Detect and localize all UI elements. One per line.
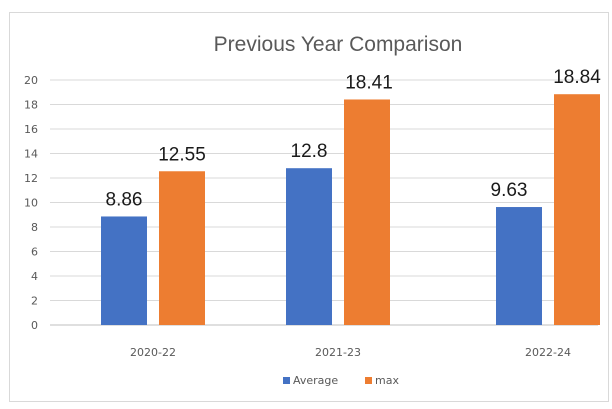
y-tick-label: 8 [31, 221, 38, 234]
legend-swatch-max [365, 377, 372, 384]
y-tick-label: 20 [24, 74, 38, 87]
bar-max-2020-22 [159, 171, 205, 325]
y-tick-label: 4 [31, 270, 38, 283]
data-labels: 8.86 12.55 12.8 18.41 9.63 18.84 [106, 67, 602, 210]
y-tick-label: 10 [24, 197, 38, 210]
x-axis-categories: 2020-22 2021-23 2022-24 [130, 346, 571, 359]
y-axis-ticks: 0 2 4 6 8 10 12 14 16 18 20 [24, 74, 38, 332]
data-label: 12.55 [158, 144, 206, 165]
legend: Average max [283, 374, 399, 387]
data-label: 9.63 [491, 180, 528, 201]
data-label: 12.8 [291, 141, 328, 162]
bar-average-2022-24 [496, 207, 542, 325]
y-tick-label: 0 [31, 319, 38, 332]
y-tick-label: 12 [24, 172, 38, 185]
legend-label-average: Average [293, 374, 338, 387]
x-category-label: 2022-24 [525, 346, 571, 359]
legend-label-max: max [375, 374, 399, 387]
data-label: 8.86 [106, 189, 143, 210]
x-category-label: 2020-22 [130, 346, 176, 359]
bar-max-2021-23 [344, 99, 390, 325]
y-tick-label: 2 [31, 295, 38, 308]
data-label: 18.41 [345, 72, 393, 93]
y-tick-label: 14 [24, 148, 38, 161]
x-category-label: 2021-23 [315, 346, 361, 359]
bar-max-2022-24 [554, 94, 600, 326]
bar-average-2020-22 [101, 216, 147, 325]
bars [101, 94, 600, 326]
data-label: 18.84 [553, 67, 601, 88]
legend-swatch-average [283, 377, 290, 384]
chart-title: Previous Year Comparison [214, 33, 463, 56]
y-tick-label: 16 [24, 123, 38, 136]
bar-average-2021-23 [286, 168, 332, 325]
y-tick-label: 6 [31, 246, 38, 259]
y-tick-label: 18 [24, 99, 38, 112]
